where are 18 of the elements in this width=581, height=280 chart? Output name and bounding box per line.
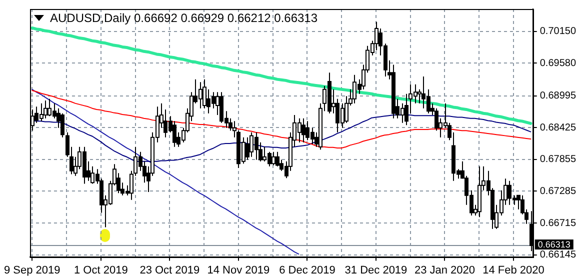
- y-tick-label: 0.66715: [540, 218, 576, 229]
- chart-title: AUDUSD,Daily 0.66692 0.66929 0.66212 0.66313: [50, 11, 318, 25]
- x-tick-label: 23 Oct 2019: [140, 264, 200, 276]
- y-tick-label: 0.67855: [540, 154, 576, 166]
- x-tick-label: 31 Dec 2019: [344, 264, 408, 276]
- x-tick-label: 14 Feb 2020: [482, 264, 544, 276]
- ref-line-label: 0.66313: [538, 239, 570, 250]
- y-tick-label: 0.68995: [540, 90, 576, 102]
- x-tick-label: 14 Nov 2019: [207, 264, 270, 276]
- y-tick-label: 0.69580: [540, 58, 576, 69]
- y-tick-label: 0.67285: [540, 186, 576, 197]
- x-tick-label: 6 Dec 2019: [279, 264, 336, 276]
- x-tick-label: 23 Jan 2020: [414, 264, 476, 276]
- x-tick-label: 9 Sep 2019: [4, 264, 60, 276]
- y-tick-label: 0.68425: [540, 122, 576, 134]
- y-tick-label: 0.66145: [540, 250, 576, 261]
- y-tick-label: 0.70150: [540, 26, 576, 38]
- x-tick-label: 1 Oct 2019: [74, 264, 128, 276]
